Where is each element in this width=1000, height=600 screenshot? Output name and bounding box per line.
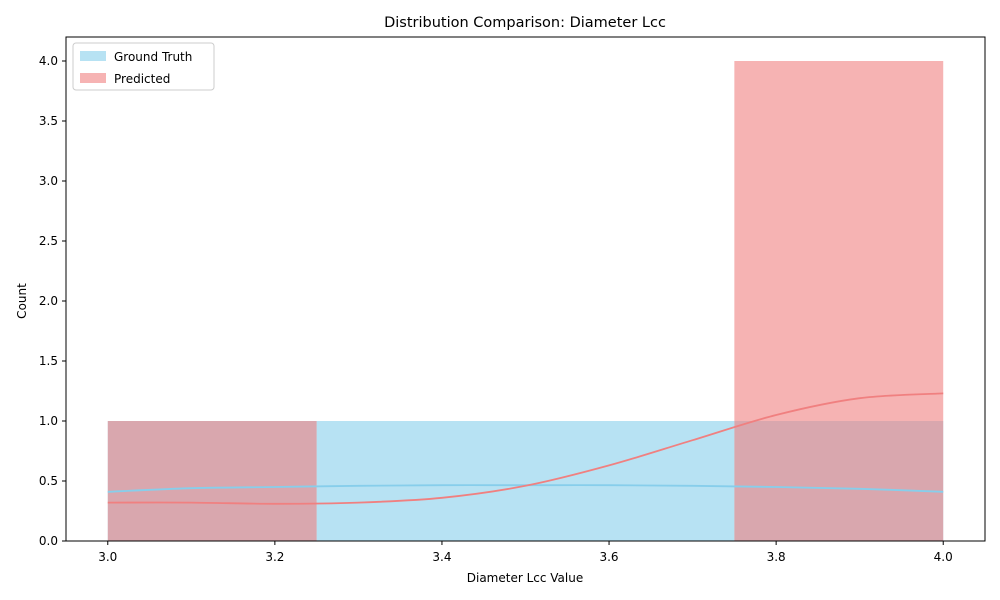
- x-tick-label: 3.4: [432, 550, 451, 564]
- axes: [65, 36, 986, 542]
- x-tick-label: 4.0: [934, 550, 953, 564]
- x-tick-label: 3.6: [599, 550, 618, 564]
- y-tick-label: 1.5: [39, 354, 58, 368]
- y-tick-label: 3.0: [39, 174, 58, 188]
- y-tick-label: 1.0: [39, 414, 58, 428]
- x-ticks: 3.0 3.2 3.4 3.6 3.8 4.0: [98, 541, 953, 564]
- x-tick-label: 3.0: [98, 550, 117, 564]
- bar-series-1-bin-0: [107, 421, 317, 541]
- legend-swatch-0: [80, 51, 106, 61]
- y-axis-label: Count: [15, 283, 29, 319]
- y-tick-label: 4.0: [39, 54, 58, 68]
- bar-series-0-bin-1: [316, 421, 735, 541]
- x-tick-label: 3.2: [265, 550, 284, 564]
- x-axis-label: Diameter Lcc Value: [467, 571, 583, 585]
- y-tick-label: 0.5: [39, 474, 58, 488]
- y-ticks: 0.0 0.5 1.0 1.5 2.0 2.5 3.0 3.5 4.0: [39, 54, 66, 548]
- y-tick-label: 2.5: [39, 234, 58, 248]
- bar-series-1-bin-1: [734, 61, 944, 541]
- kde-line-series-1: [107, 392, 944, 505]
- y-tick-label: 3.5: [39, 114, 58, 128]
- legend: Ground Truth Predicted: [72, 42, 215, 91]
- legend-box: [72, 42, 215, 91]
- kde-curves: [107, 392, 944, 505]
- legend-label-0: Ground Truth: [114, 50, 192, 64]
- legend-swatch-1: [80, 73, 106, 83]
- y-tick-label: 2.0: [39, 294, 58, 308]
- x-tick-label: 3.8: [767, 550, 786, 564]
- plot-frame: [65, 36, 986, 542]
- legend-label-1: Predicted: [114, 72, 170, 86]
- chart-title: Distribution Comparison: Diameter Lcc: [384, 15, 666, 31]
- y-tick-label: 0.0: [39, 534, 58, 548]
- histogram-bars: [107, 61, 944, 541]
